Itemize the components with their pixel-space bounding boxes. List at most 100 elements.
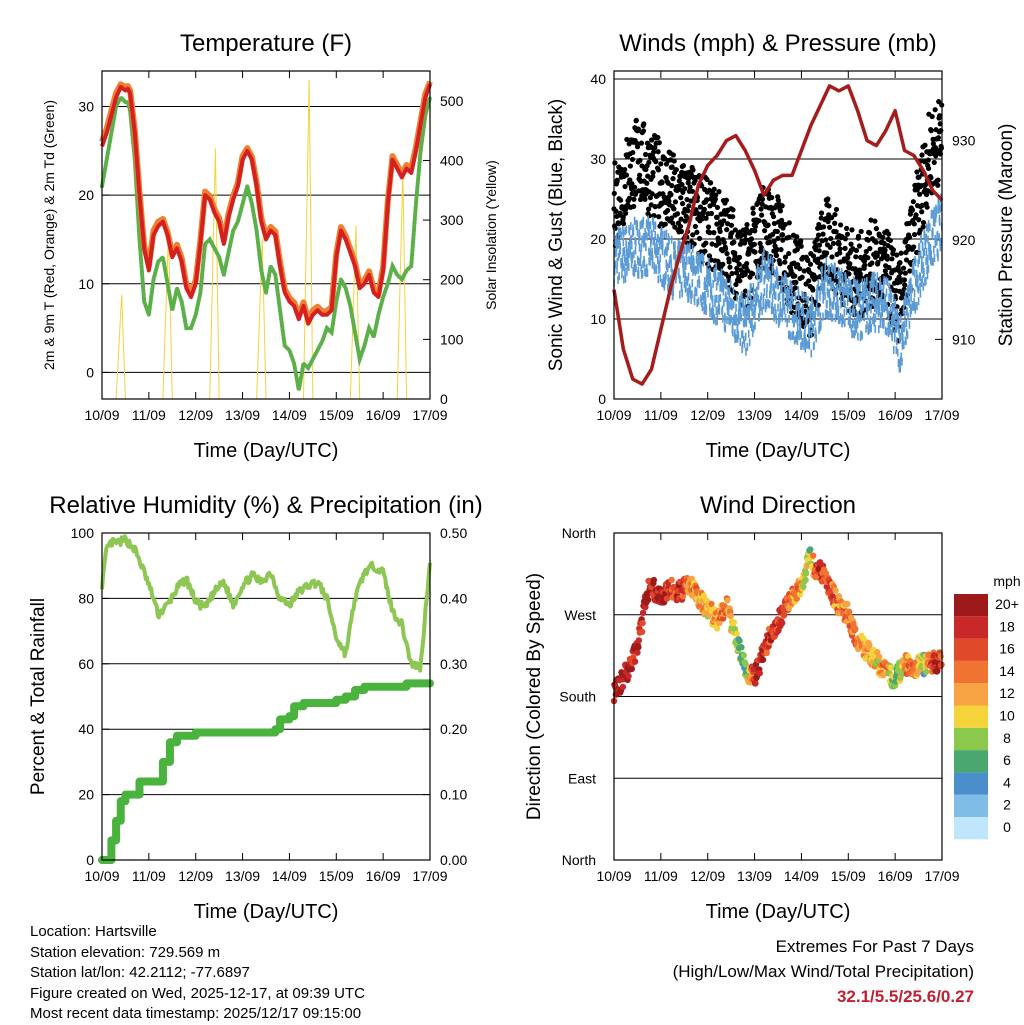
colorbar-label-5: 10 [999, 708, 1015, 724]
gust-point [920, 219, 927, 226]
gust-point [837, 250, 843, 256]
gust-point [782, 221, 788, 228]
gust-point [683, 213, 689, 219]
y2-tick-label-2-1: 0.10 [440, 787, 467, 803]
direction-point [846, 608, 853, 615]
gust-point [814, 236, 820, 243]
gust-point [759, 196, 766, 202]
gust-point [669, 164, 675, 170]
y-tick-label-3-0: North [562, 852, 596, 868]
gust-point [757, 240, 763, 247]
gust-point [909, 207, 916, 213]
gust-point [752, 249, 758, 255]
y-tick-label-0-3: 30 [78, 98, 94, 114]
colorbar-label-3: 6 [1003, 752, 1011, 768]
direction-point [736, 637, 743, 645]
gust-point [815, 256, 821, 262]
x-tick-label-0-5: 15/09 [319, 407, 354, 423]
gust-point [672, 199, 679, 205]
gust-point [838, 222, 844, 228]
gust-point [756, 218, 762, 224]
gust-point [810, 253, 817, 259]
direction-point [763, 649, 770, 657]
gust-point [897, 260, 903, 266]
gust-point [825, 196, 831, 202]
x-tick-label-3-0: 10/09 [596, 868, 631, 884]
gust-point [931, 159, 937, 166]
gust-point [847, 261, 853, 267]
gust-point [623, 210, 629, 216]
x-tick-label-2-3: 13/09 [225, 868, 260, 884]
gust-point [937, 113, 943, 119]
gust-point [832, 220, 838, 226]
gust-point [673, 167, 679, 173]
gust-point [655, 134, 661, 141]
gust-point [928, 175, 934, 181]
gust-point [736, 261, 742, 267]
gust-point [695, 211, 701, 217]
gust-point [731, 239, 737, 245]
direction-point [898, 670, 905, 677]
x-tick-label-1-5: 15/09 [831, 407, 866, 423]
gust-point [722, 246, 729, 252]
gust-point [716, 240, 722, 246]
gust-point [911, 221, 917, 227]
gust-point [773, 252, 780, 259]
x-tick-label-3-1: 11/09 [644, 868, 678, 884]
colorbar-label-9: 18 [999, 618, 1015, 634]
gust-point [935, 182, 941, 188]
gust-point [665, 207, 671, 214]
gust-point [853, 247, 860, 254]
y-tick-label-1-0: 0 [598, 391, 606, 407]
gust-point [701, 206, 707, 212]
gust-point [686, 203, 692, 209]
gust-point [677, 174, 683, 180]
gust-point [723, 197, 730, 203]
gust-point [861, 258, 868, 264]
gust-point [645, 173, 651, 179]
gust-point [736, 254, 743, 260]
x-tick-label-1-0: 10/09 [596, 407, 631, 423]
gust-point [702, 248, 708, 254]
gust-point [682, 186, 688, 192]
x-tick-label-3-6: 16/09 [878, 868, 913, 884]
gust-point [728, 222, 735, 228]
direction-point [628, 665, 636, 673]
gust-point [714, 214, 720, 221]
gust-point [726, 259, 732, 265]
gust-point [900, 291, 906, 298]
colorbar-swatch-8 [954, 638, 988, 661]
y-tick-label-3-1: East [568, 770, 596, 786]
colorbar-swatch-6 [954, 683, 988, 706]
gust-point [646, 159, 652, 165]
y-tick-label-1-4: 40 [590, 71, 606, 87]
gust-point [616, 220, 622, 226]
gust-point [655, 149, 661, 155]
y2-tick-label-0-1: 100 [440, 331, 464, 347]
gust-point [836, 241, 842, 247]
gust-point [627, 163, 634, 169]
gust-point [640, 128, 647, 134]
gust-point [751, 241, 758, 247]
gust-point [690, 167, 696, 173]
gust-point [752, 223, 758, 230]
gust-point [842, 245, 848, 251]
station-info: Location: Hartsville Station elevation: … [30, 922, 365, 1025]
colorbar-label-6: 12 [999, 685, 1015, 701]
direction-point [650, 576, 658, 584]
gust-point [906, 234, 913, 240]
y2-tick-label-1-2: 930 [952, 133, 976, 149]
gust-point [930, 141, 936, 147]
gust-point [655, 167, 662, 173]
colorbar-label-0: 0 [1003, 819, 1011, 835]
chart-title-1: Winds (mph) & Pressure (mb) [619, 30, 936, 57]
gust-point [724, 227, 730, 233]
gust-point [779, 203, 785, 209]
gust-point [656, 214, 662, 220]
x-tick-label-0-3: 13/09 [225, 407, 260, 423]
direction-point [876, 653, 883, 660]
x-tick-label-3-5: 15/09 [831, 868, 866, 884]
plot-frame-3 [613, 532, 943, 861]
gust-point [777, 261, 783, 267]
direction-point [645, 596, 652, 604]
